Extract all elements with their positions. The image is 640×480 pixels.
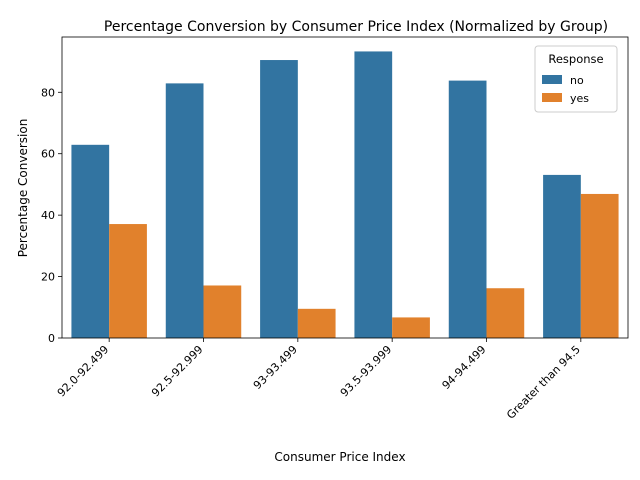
bar-no-3 [354,51,393,338]
x-tick-label-1: 92.5-92.999 [149,343,206,400]
bar-no-0 [71,144,110,338]
bar-yes-3 [392,317,430,338]
y-tick-label-1: 20 [41,271,55,284]
x-tick-label-0: 92.0-92.499 [55,343,112,400]
chart-title: Percentage Conversion by Consumer Price … [104,19,608,35]
y-axis-label: Percentage Conversion [16,119,30,258]
bar-no-5 [543,174,581,338]
legend-title: Response [548,52,603,66]
y-tick-label-0: 0 [48,332,55,345]
bar-no-4 [448,80,487,339]
bar-no-2 [260,60,298,338]
legend: Response no yes [534,45,618,113]
bar-yes-1 [203,285,242,338]
y-tick-label-4: 80 [41,86,55,99]
x-tick-label-5: Greater than 94.5 [504,343,583,422]
bar-yes-2 [297,308,336,338]
bar-no-1 [165,83,204,338]
y-tick-label-3: 60 [41,148,55,161]
x-tick-label-3: 93.5-93.999 [338,343,395,400]
x-tick-label-2: 93-93.499 [251,343,300,392]
bar-yes-0 [109,224,147,338]
legend-label-yes: yes [570,92,589,105]
axes-frame [61,36,629,339]
x-tick-label-4: 94-94.499 [439,343,488,392]
bar-yes-5 [580,193,619,338]
y-tick-label-2: 40 [41,209,55,222]
legend-label-no: no [570,74,584,87]
x-axis-label: Consumer Price Index [274,450,405,464]
legend-swatch-no [542,75,562,84]
legend-swatch-yes [542,93,562,102]
bar-yes-4 [486,288,525,338]
